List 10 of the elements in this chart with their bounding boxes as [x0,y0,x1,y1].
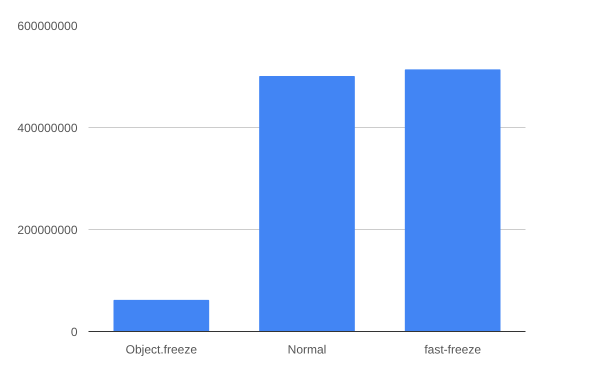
x-tick-label: fast-freeze [424,342,482,356]
bar [404,69,501,332]
y-tick-label: 0 [70,325,78,339]
bar [113,300,210,332]
x-tick-label: Object.freeze [126,342,198,356]
y-tick-label: 600000000 [17,19,78,33]
bar [259,76,355,332]
y-tick-label: 200000000 [17,223,78,237]
y-tick-label: 400000000 [17,121,78,135]
x-tick-label: Normal [288,342,326,356]
